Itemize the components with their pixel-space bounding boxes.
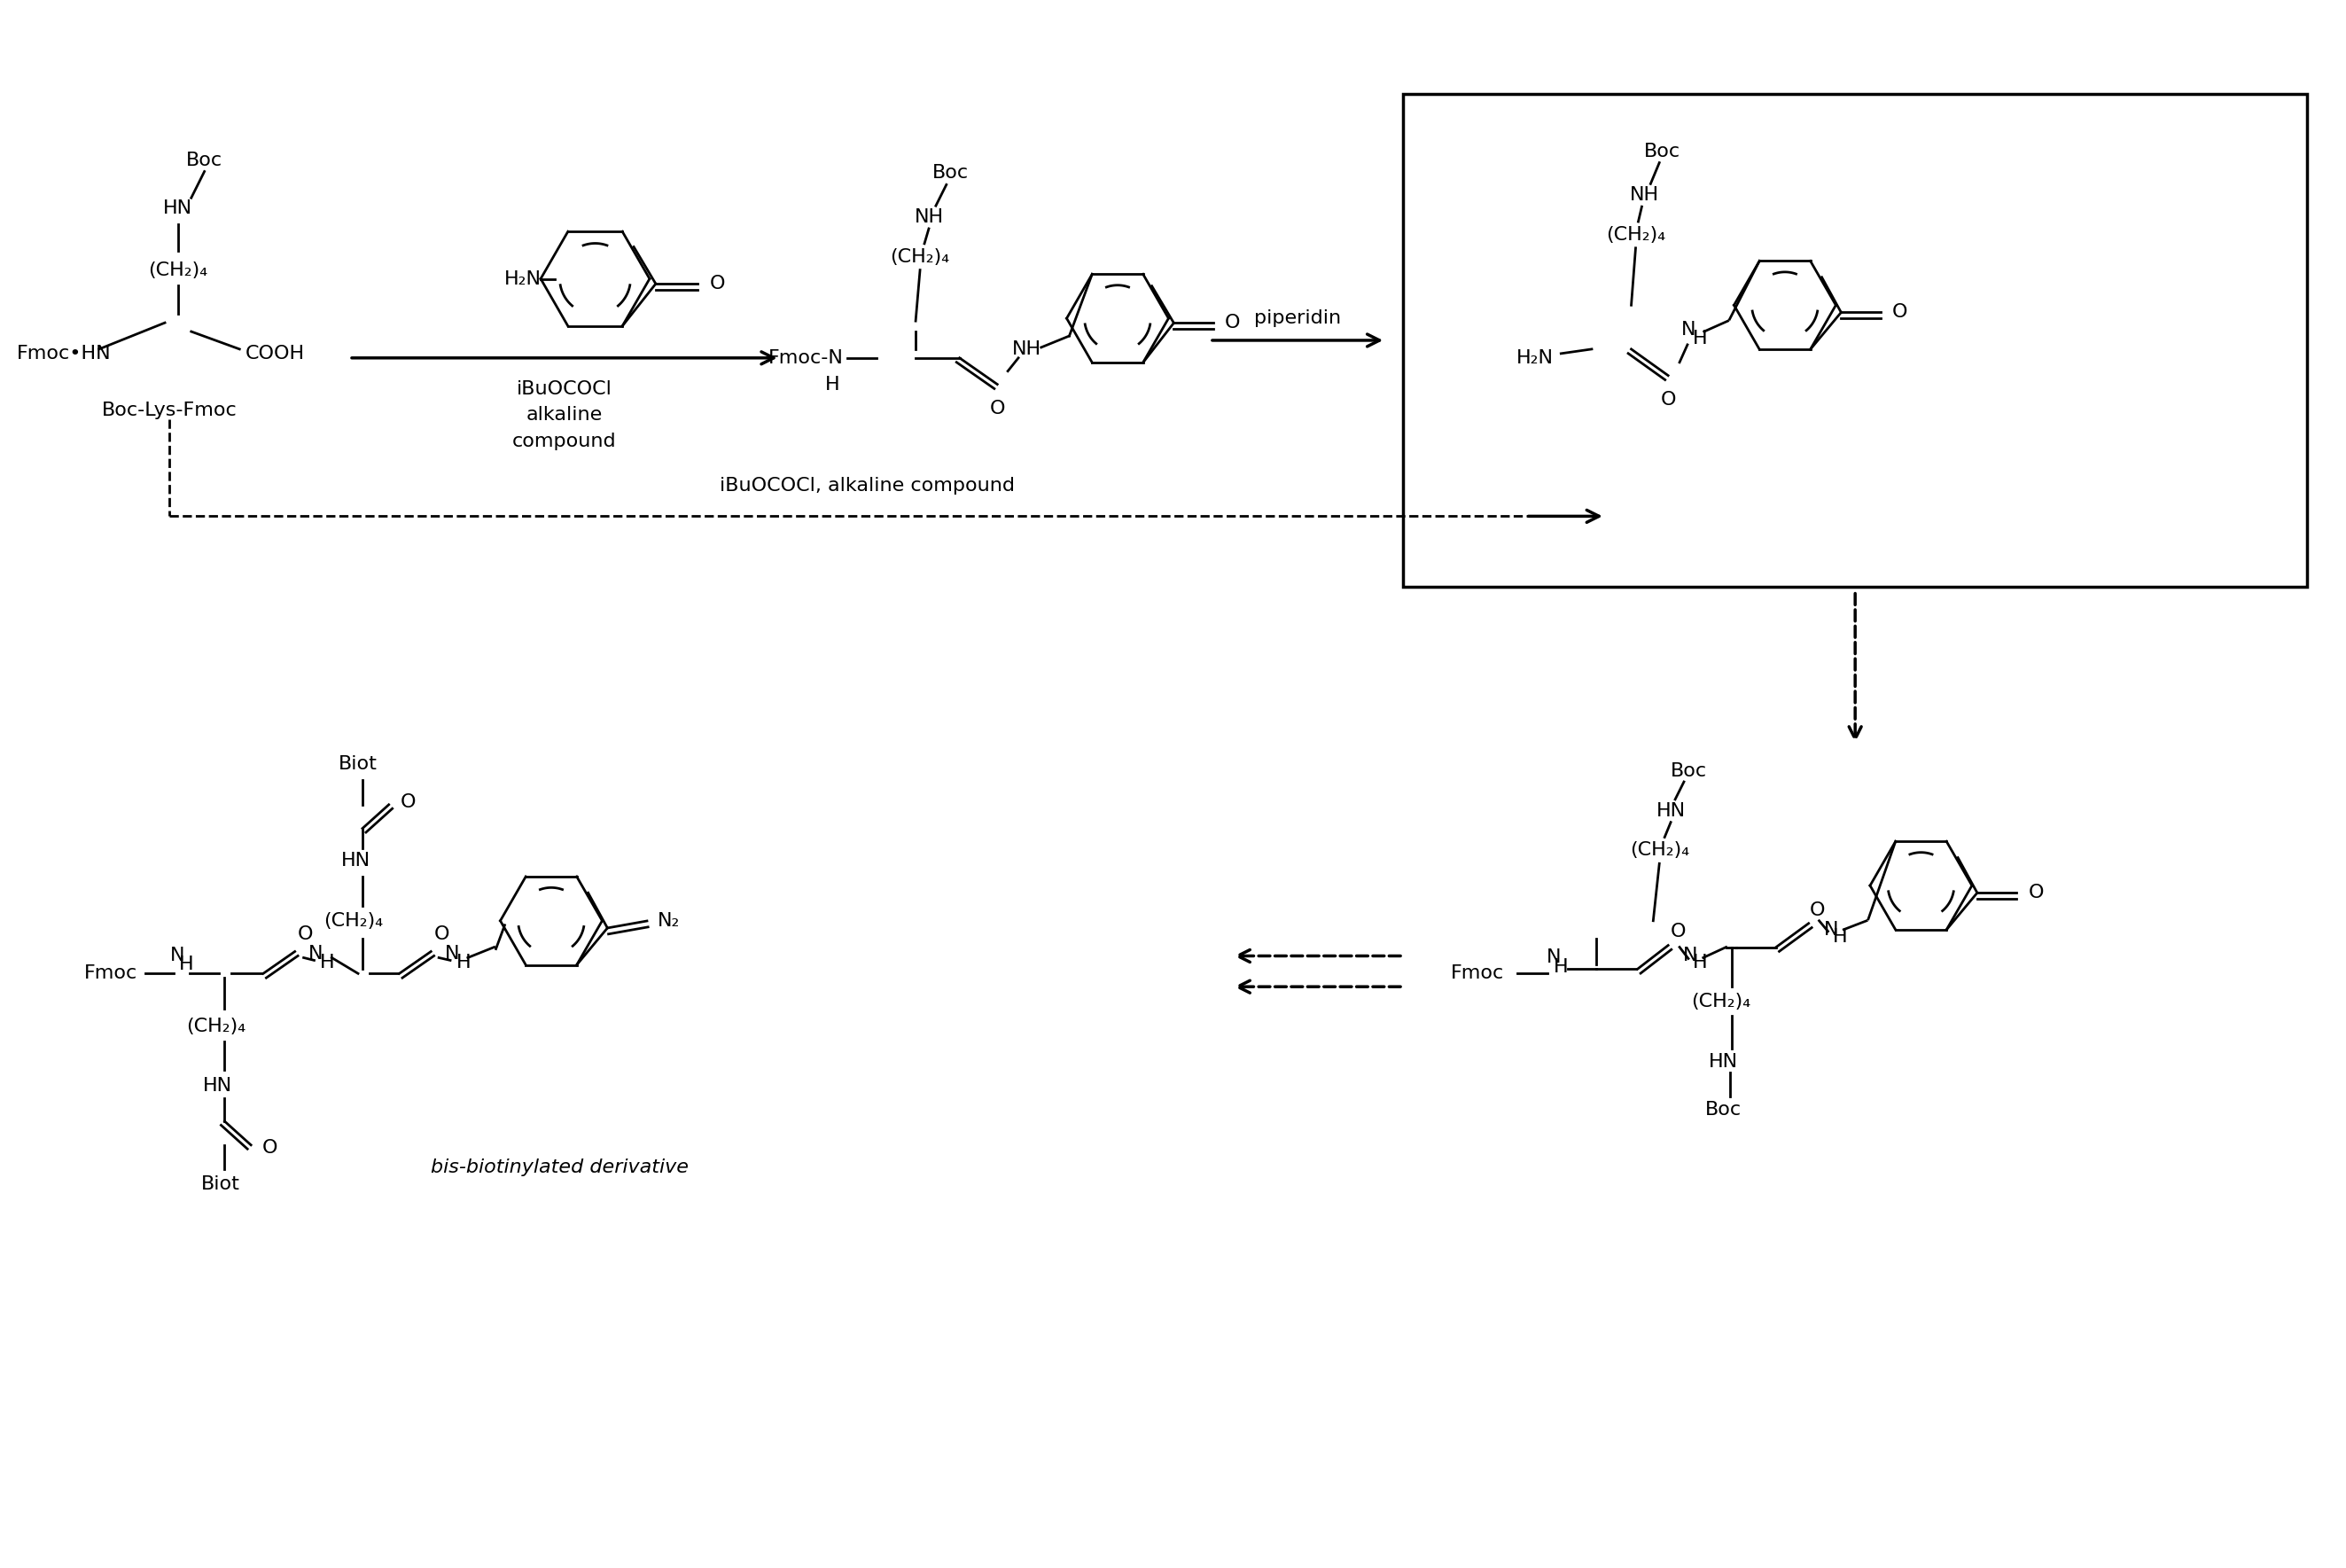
- Text: Boc: Boc: [1670, 762, 1706, 781]
- Text: N₂: N₂: [657, 913, 680, 930]
- Text: Fmoc-N: Fmoc-N: [767, 350, 845, 367]
- Text: N: N: [1682, 947, 1699, 964]
- Text: H: H: [1691, 953, 1708, 972]
- Text: (CH₂)₄: (CH₂)₄: [1691, 993, 1750, 1010]
- Text: (CH₂)₄: (CH₂)₄: [148, 262, 209, 279]
- Text: O: O: [298, 925, 312, 942]
- Text: H₂N: H₂N: [1516, 350, 1553, 367]
- Text: HN: HN: [1656, 801, 1684, 820]
- Text: NH: NH: [1630, 187, 1659, 204]
- Text: COOH: COOH: [244, 345, 305, 362]
- Text: O: O: [990, 400, 1004, 417]
- Text: (CH₂)₄: (CH₂)₄: [1607, 226, 1666, 243]
- Text: HN: HN: [1708, 1052, 1738, 1071]
- Text: alkaline: alkaline: [526, 406, 603, 423]
- Text: Fmoc: Fmoc: [1450, 964, 1504, 983]
- Text: NH: NH: [915, 209, 943, 226]
- Text: bis-biotinylated derivative: bis-biotinylated derivative: [432, 1159, 690, 1176]
- Text: O: O: [1893, 304, 1907, 321]
- Text: O: O: [1809, 902, 1825, 919]
- Text: Biot: Biot: [202, 1176, 239, 1193]
- Text: Boc-Lys-Fmoc: Boc-Lys-Fmoc: [101, 401, 237, 420]
- Text: Boc: Boc: [931, 165, 969, 182]
- Text: Fmoc: Fmoc: [84, 964, 136, 983]
- Text: iBuOCOCl: iBuOCOCl: [516, 379, 612, 398]
- Text: HN: HN: [202, 1077, 232, 1094]
- Text: (CH₂)₄: (CH₂)₄: [889, 248, 950, 265]
- Text: H: H: [319, 953, 335, 972]
- Text: compound: compound: [511, 433, 617, 450]
- Text: O: O: [263, 1138, 279, 1157]
- Text: (CH₂)₄: (CH₂)₄: [185, 1018, 246, 1035]
- Bar: [1403, 94, 2308, 586]
- Text: H₂N: H₂N: [504, 270, 542, 287]
- Text: O: O: [708, 274, 725, 293]
- Text: H: H: [1832, 928, 1849, 946]
- Text: O: O: [434, 925, 448, 942]
- Text: H: H: [1553, 958, 1569, 977]
- Text: H: H: [455, 953, 472, 972]
- Text: HN: HN: [340, 851, 371, 870]
- Text: Boc: Boc: [185, 151, 223, 169]
- Text: O: O: [1661, 392, 1675, 409]
- Text: H: H: [826, 375, 840, 394]
- Text: Fmoc•HN: Fmoc•HN: [16, 345, 110, 362]
- Text: NH: NH: [1013, 340, 1042, 358]
- Text: Biot: Biot: [338, 756, 378, 773]
- Text: iBuOCOCl, alkaline compound: iBuOCOCl, alkaline compound: [720, 477, 1016, 494]
- Text: (CH₂)₄: (CH₂)₄: [324, 913, 382, 930]
- Text: N: N: [169, 947, 185, 964]
- Text: N: N: [1682, 321, 1696, 339]
- Text: N: N: [446, 946, 460, 963]
- Text: HN: HN: [164, 199, 192, 218]
- Text: O: O: [2029, 884, 2043, 902]
- Text: H: H: [178, 956, 192, 974]
- Text: N: N: [310, 946, 324, 963]
- Text: O: O: [1670, 922, 1684, 941]
- Text: Boc: Boc: [1706, 1101, 1741, 1118]
- Text: H: H: [1691, 329, 1708, 348]
- Text: N: N: [1825, 920, 1839, 938]
- Text: (CH₂)₄: (CH₂)₄: [1630, 842, 1689, 859]
- Text: piperidin: piperidin: [1255, 309, 1342, 328]
- Text: O: O: [1225, 314, 1241, 332]
- Text: N: N: [1546, 949, 1562, 966]
- Text: Boc: Boc: [1645, 143, 1680, 160]
- Text: O: O: [401, 793, 415, 811]
